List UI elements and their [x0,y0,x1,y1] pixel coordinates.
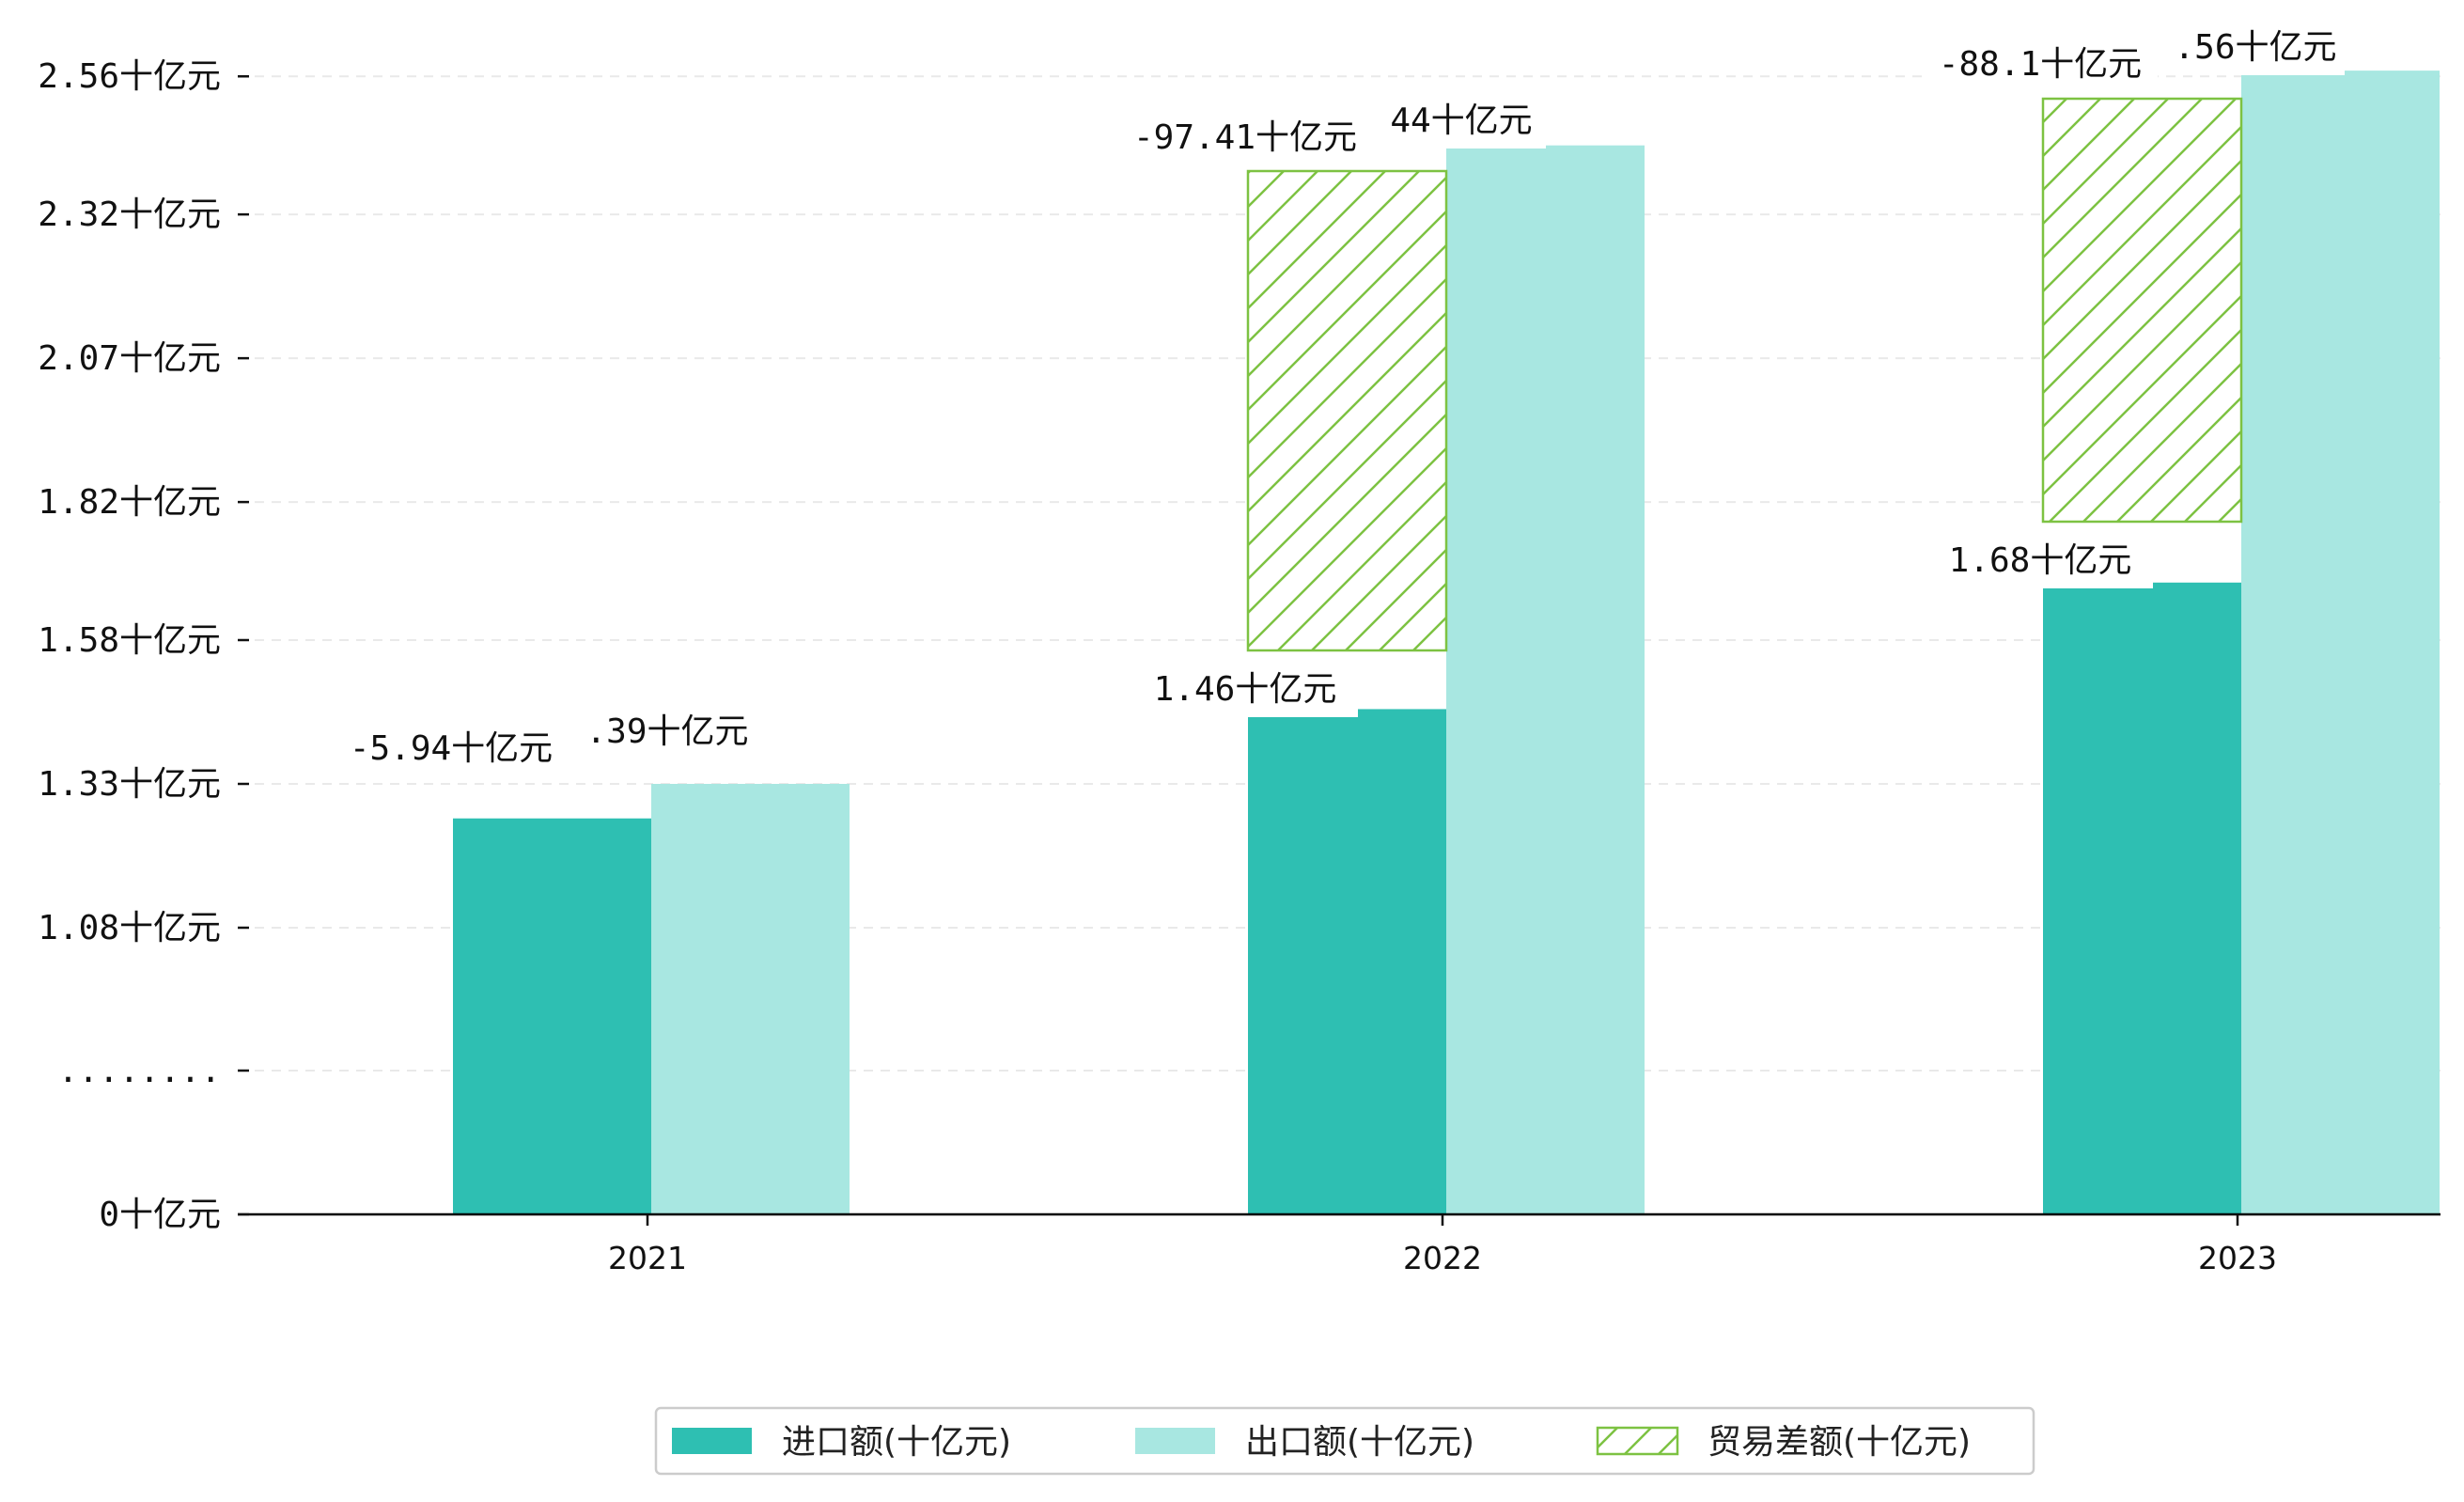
data-label: 1.46十亿元 [1154,670,1337,709]
data-label: -5.94十亿元 [350,729,553,768]
data-label-background [1132,663,1358,717]
data-label-background [583,705,752,759]
legend-swatch [1596,1426,1679,1456]
import-bar [2043,582,2241,1214]
data-label: 1.68十亿元 [1949,541,2132,580]
data-label: 44十亿元 [1390,102,1532,140]
data-label-background [2166,21,2345,75]
export-bar [1446,145,1645,1215]
y-tick-label: 1.82十亿元 [38,483,221,522]
legend: 进口额(十亿元) 出口额(十亿元) 贸易差额(十亿元) [654,1406,2035,1476]
export-bar [651,784,850,1214]
y-tick-label: 0十亿元 [99,1196,221,1234]
data-label: .56十亿元 [2174,28,2336,67]
legend-label: 出口额(十亿元) [1245,1423,1474,1462]
legend-swatch [1135,1428,1215,1454]
y-axis: 0十亿元........ 1.08十亿元 1.33十亿元 1.58十亿元 1.82十亿元… [38,57,249,1234]
x-tick-label: 2021 [608,1240,687,1276]
legend-label: 进口额(十亿元) [782,1423,1011,1462]
import-bar [453,818,651,1214]
y-tick-label: 2.56十亿元 [38,57,221,96]
data-label: .39十亿元 [585,712,748,751]
data-label: -88.1十亿元 [1939,45,2142,84]
data-label-background [1927,534,2153,588]
legend-box [654,1406,2035,1476]
export-bar [2241,70,2440,1215]
data-label-background [1377,94,1546,149]
x-axis: 2021 2022 2023 [608,1214,2277,1276]
balance-bar [1246,169,1448,652]
y-tick-label: 2.32十亿元 [38,196,221,234]
legend-label: 贸易差额(十亿元) [1708,1423,1971,1462]
import-bar [1248,709,1446,1214]
legend-swatch [672,1428,752,1454]
balance-bar [2041,97,2243,524]
y-tick-label: ........ [58,1052,221,1090]
data-labels: -5.94十亿元 .39十亿元 -97.41十亿元 44十亿元 1.46十亿元 -88.1… [334,21,2345,776]
data-label: -97.41十亿元 [1133,118,1357,157]
y-tick-label: 1.33十亿元 [38,765,221,804]
x-tick-label: 2022 [1403,1240,1482,1276]
data-label-background [1118,111,1372,165]
data-label-background [334,722,569,776]
y-tick-label: 2.07十亿元 [38,339,221,378]
y-tick-label: 1.08十亿元 [38,909,221,947]
y-tick-label: 1.58十亿元 [38,621,221,660]
x-tick-label: 2023 [2198,1240,2277,1276]
data-label-background [1923,38,2158,92]
bars [453,70,2440,1215]
